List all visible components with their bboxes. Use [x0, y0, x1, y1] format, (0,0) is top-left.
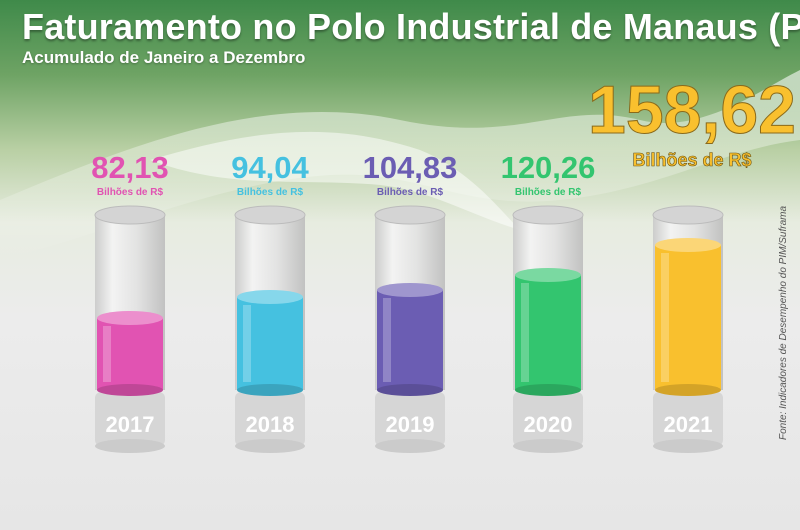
bar-base-2017: [95, 392, 165, 446]
unit-label: Bilhões de R$: [97, 187, 164, 198]
bar-2018: 2018 94,04 Bilhões de R$: [231, 150, 310, 453]
bar-2020: 2020 120,26 Bilhões de R$: [501, 150, 596, 453]
bar-2017: 2017 82,13 Bilhões de R$: [91, 150, 169, 453]
page-title: Faturamento no Polo Industrial de Manaus…: [22, 6, 800, 47]
x-tick-label: 2020: [524, 412, 573, 437]
unit-label: Bilhões de R$: [515, 187, 582, 198]
data-label: 120,26: [501, 150, 596, 185]
x-tick-label: 2018: [246, 412, 295, 437]
unit-label: Bilhões de R$: [377, 187, 444, 198]
unit-label: Bilhões de R$: [632, 150, 751, 170]
x-tick-label: 2019: [386, 412, 435, 437]
bar-base-2020: [513, 392, 583, 446]
bar-2019: 2019 104,83 Bilhões de R$: [363, 150, 458, 453]
page-subtitle: Acumulado de Janeiro a Dezembro: [22, 48, 306, 67]
unit-label: Bilhões de R$: [237, 187, 304, 198]
bar-fill: [377, 290, 443, 390]
bar-base-2019: [375, 392, 445, 446]
bar-fill: [237, 297, 303, 390]
data-label: 158,62: [588, 72, 796, 148]
source-note: Fonte: Indicadores de Desempenho do PIM/…: [778, 205, 789, 440]
bar-base-2021: [653, 392, 723, 446]
data-label: 104,83: [363, 150, 458, 185]
bar-fill: [515, 275, 581, 390]
data-label: 82,13: [91, 150, 169, 185]
bar-base-2018: [235, 392, 305, 446]
x-tick-label: 2017: [106, 412, 155, 437]
bar-fill: [655, 245, 721, 390]
x-tick-label: 2021: [664, 412, 713, 437]
data-label: 94,04: [231, 150, 309, 185]
bar-fill: [97, 318, 163, 390]
